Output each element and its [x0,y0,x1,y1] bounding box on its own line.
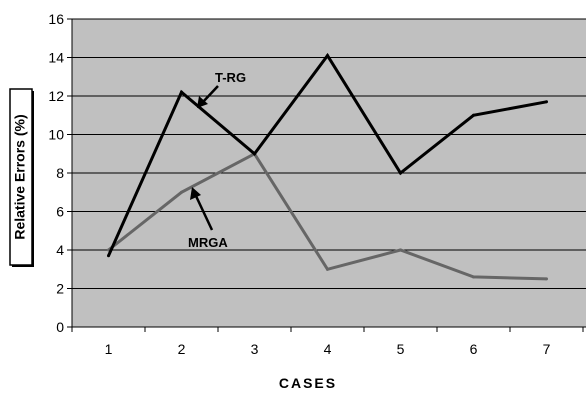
data-point-t-rg [326,54,329,58]
x-tick-label: 5 [397,341,405,357]
y-axis-label: Relative Errors (%) [12,114,28,239]
y-tick-label: 2 [56,281,64,297]
y-tick-label: 4 [56,242,64,258]
mrga-arrow-shaft [194,195,214,231]
y-tick-label: 12 [48,88,64,104]
data-point-t-rg [107,254,110,258]
data-point-mrga [399,248,402,252]
y-tick-label: 0 [56,319,64,335]
t-rg-arrow-head [197,96,208,108]
data-point-mrga [545,277,548,281]
data-point-t-rg [180,90,183,94]
y-tick-label: 16 [48,11,64,27]
data-point-t-rg [472,113,475,117]
data-point-t-rg [545,100,548,104]
data-point-mrga [326,267,329,271]
y-tick-label: 6 [56,204,64,220]
data-point-mrga [180,190,183,194]
y-tick-label: 10 [48,127,64,143]
x-tick-label: 6 [470,341,478,357]
mrga-arrow-head [190,187,201,200]
data-point-t-rg [399,171,402,175]
data-point-mrga [472,275,475,279]
annotations: T-RG MRGA [188,70,246,250]
series-lines [107,52,548,281]
x-axis-label: CASES [279,375,337,391]
y-tick-labels: 0 2 4 6 8 10 12 14 16 [48,11,64,335]
x-tick-label: 2 [178,341,186,357]
x-tick-label: 4 [324,341,332,357]
x-tick-label: 1 [105,341,113,357]
x-tick-label: 7 [543,341,551,357]
y-tick-label: 8 [56,165,64,181]
data-point-t-rg [253,152,256,156]
x-tick-label: 3 [251,341,259,357]
y-tick-label: 14 [48,50,64,66]
x-tick-labels: 1 2 3 4 5 6 7 [105,341,551,357]
t-rg-arrow-shaft [201,85,219,104]
mrga-annotation: MRGA [188,235,228,250]
axes [67,18,586,332]
t-rg-annotation: T-RG [215,70,246,85]
y-axis-label-box: Relative Errors (%) [9,88,34,267]
